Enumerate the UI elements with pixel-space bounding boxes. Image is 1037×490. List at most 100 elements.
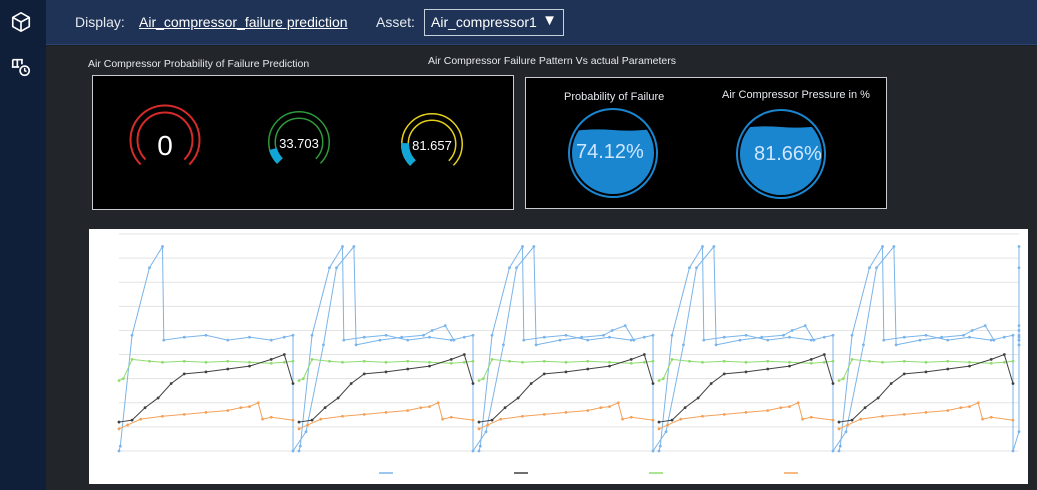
series-point-failure — [406, 367, 410, 371]
series-point-temp — [161, 414, 164, 418]
series-point-flow — [788, 335, 791, 339]
pressure-percent-value: 81.66% — [754, 143, 822, 165]
series-point-flow — [962, 333, 965, 337]
series-point-flow — [422, 333, 425, 337]
series-point-flow — [702, 338, 706, 342]
series-point-flow — [478, 444, 482, 448]
series-point-temp — [449, 415, 453, 419]
series-point-flow — [428, 335, 431, 339]
series-point-temp — [666, 423, 670, 427]
series-point-pressure — [481, 377, 485, 381]
series-point-pressure — [651, 359, 655, 363]
series-point-flow — [341, 245, 344, 248]
series-point-failure — [143, 406, 147, 409]
pressure-gauge-value: 81.657 — [412, 138, 452, 153]
pressure-gauge-fill — [400, 113, 463, 175]
series-point-flow — [248, 335, 251, 339]
series-point-pressure — [788, 360, 791, 364]
series-point-temp — [989, 415, 993, 419]
series-point-temp — [788, 405, 791, 409]
pattern-chart-svg — [117, 233, 1021, 474]
series-point-flow — [608, 335, 611, 339]
series-point-temp — [441, 417, 444, 421]
series-point-flow — [844, 430, 848, 434]
series-point-pressure — [362, 359, 366, 363]
series-point-failure — [863, 406, 867, 409]
series-point-flow — [714, 343, 718, 347]
series-point-flow — [335, 266, 338, 270]
series-point-flow — [310, 333, 314, 337]
series-point-pressure — [428, 360, 431, 364]
series-point-temp — [809, 415, 813, 419]
scale-timer-icon[interactable] — [10, 56, 32, 78]
series-point-failure — [182, 372, 186, 376]
series-point-flow — [534, 343, 538, 347]
series-point-pressure — [657, 379, 661, 382]
series-point-failure — [471, 382, 475, 385]
series-point-temp — [269, 415, 273, 419]
series-point-flow — [521, 245, 524, 248]
series-point-flow — [744, 333, 748, 337]
series-point-temp — [881, 414, 884, 418]
series-point-flow — [291, 449, 295, 453]
series-point-temp — [902, 412, 906, 416]
series-point-failure — [766, 367, 770, 371]
series-point-temp — [801, 417, 804, 421]
series-point-temp — [946, 409, 950, 412]
series-point-temp — [629, 415, 633, 419]
series-point-flow — [918, 338, 922, 342]
series-point-flow — [837, 449, 841, 453]
series-point-flow — [462, 335, 466, 339]
series-line-flow — [298, 244, 635, 453]
series-point-pressure — [182, 359, 186, 363]
series-point-flow — [670, 333, 674, 337]
series-point-temp — [239, 406, 243, 409]
series-point-pressure — [310, 357, 314, 361]
series-point-flow — [1011, 333, 1015, 337]
series-point-pressure — [841, 377, 845, 381]
series-point-flow — [924, 333, 928, 337]
series-point-failure — [323, 406, 327, 409]
series-point-flow — [695, 266, 698, 270]
series-point-failure — [516, 396, 520, 400]
series-point-flow — [406, 338, 410, 342]
series-point-temp — [679, 417, 683, 421]
series-point-temp — [837, 427, 841, 431]
series-point-pressure — [968, 360, 971, 364]
series-point-flow — [882, 338, 886, 342]
series-point-flow — [766, 338, 770, 342]
series-line-failure — [118, 353, 294, 423]
series-point-temp — [959, 406, 963, 409]
series-point-flow — [580, 335, 584, 339]
series-point-temp — [428, 405, 431, 409]
cube-icon[interactable] — [10, 11, 32, 33]
series-point-temp — [981, 417, 984, 421]
series-line-pressure — [658, 358, 834, 382]
series-point-temp — [657, 427, 661, 431]
series-point-pressure — [661, 377, 665, 381]
temperature-gauge: 33.703 — [268, 111, 330, 173]
series-point-failure — [722, 372, 726, 376]
series-point-pressure — [161, 360, 164, 364]
series-point-pressure — [471, 359, 475, 363]
series-point-flow — [204, 333, 208, 337]
series-point-flow — [682, 343, 685, 347]
series-point-flow — [352, 245, 356, 248]
series-point-flow — [642, 335, 646, 339]
series-point-flow — [226, 338, 230, 342]
series-point-temp — [846, 423, 850, 427]
series-point-failure — [683, 406, 687, 409]
series-point-failure — [989, 357, 993, 361]
series-point-pressure — [226, 359, 230, 363]
series-point-flow — [1002, 335, 1006, 339]
asset-select[interactable]: Air_compressor1 ▼ — [424, 9, 564, 36]
series-point-flow — [1011, 449, 1015, 453]
series-point-flow — [831, 333, 835, 337]
display-link[interactable]: Air_compressor_failure prediction — [139, 14, 348, 30]
series-point-flow — [970, 329, 974, 332]
series-point-temp — [139, 417, 143, 421]
series-point-flow — [443, 324, 447, 328]
series-line-flow — [658, 244, 995, 453]
series-point-temp — [521, 414, 524, 418]
series-line-pressure — [838, 358, 1014, 382]
